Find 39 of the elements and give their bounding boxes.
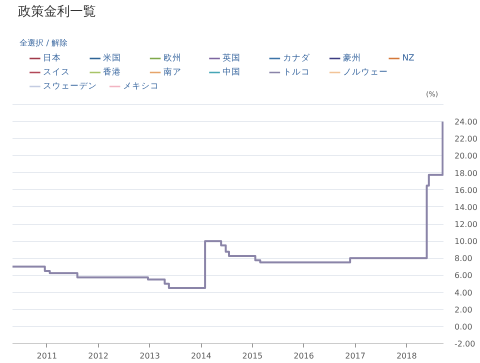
y-tick-label: 2.00 bbox=[454, 305, 472, 314]
y-tick-label: 4.00 bbox=[454, 288, 472, 298]
y-tick-label: 0.00 bbox=[454, 322, 472, 332]
y-tick-label: 24.00 bbox=[454, 118, 478, 127]
legend-label: 豪州 bbox=[342, 52, 361, 64]
legend-label: 英国 bbox=[222, 52, 241, 64]
legend-label: 香港 bbox=[103, 66, 122, 78]
x-tick-label: 2015 bbox=[242, 352, 263, 360]
legend-label: 日本 bbox=[43, 52, 62, 64]
x-tick-label: 2012 bbox=[88, 352, 108, 360]
y-tick-label: 20.00 bbox=[454, 152, 478, 161]
legend-label: ノルウェー bbox=[342, 68, 388, 78]
x-tick-label: 2013 bbox=[140, 352, 160, 360]
chart-title: 政策金利一覧 bbox=[18, 4, 96, 20]
y-tick-label: 6.00 bbox=[454, 271, 472, 280]
y-tick-label: -2.00 bbox=[454, 340, 476, 348]
legend-label: 米国 bbox=[103, 52, 122, 64]
legend-label: 中国 bbox=[222, 66, 241, 78]
legend-label: NZ bbox=[402, 54, 415, 64]
legend-label: 欧州 bbox=[163, 52, 182, 64]
x-tick-label: 2014 bbox=[190, 352, 212, 360]
text: 全選択 / 解除 bbox=[20, 38, 68, 48]
y-tick-label: 14.00 bbox=[454, 202, 478, 212]
y-tick-label: 10.00 bbox=[454, 237, 478, 246]
y-tick-label: 16.00 bbox=[454, 186, 478, 195]
y-tick-label: 12.00 bbox=[454, 220, 478, 229]
legend-label: スイス bbox=[43, 68, 70, 78]
legend-label: メキシコ bbox=[122, 82, 159, 92]
legend-label: スウェーデン bbox=[43, 82, 98, 92]
x-tick-label: 2011 bbox=[36, 352, 58, 360]
legend-label: 南ア bbox=[163, 66, 182, 78]
y-tick-label: 18.00 bbox=[454, 168, 478, 178]
x-tick-label: 2017 bbox=[345, 352, 366, 360]
x-tick-label: 2018 bbox=[396, 352, 417, 360]
x-tick-label: 2016 bbox=[294, 352, 314, 360]
y-tick-label: 8.00 bbox=[454, 254, 472, 264]
y-tick-label: 22.00 bbox=[454, 134, 478, 144]
legend-label: トルコ bbox=[282, 68, 310, 78]
legend-label: カナダ bbox=[282, 52, 311, 64]
